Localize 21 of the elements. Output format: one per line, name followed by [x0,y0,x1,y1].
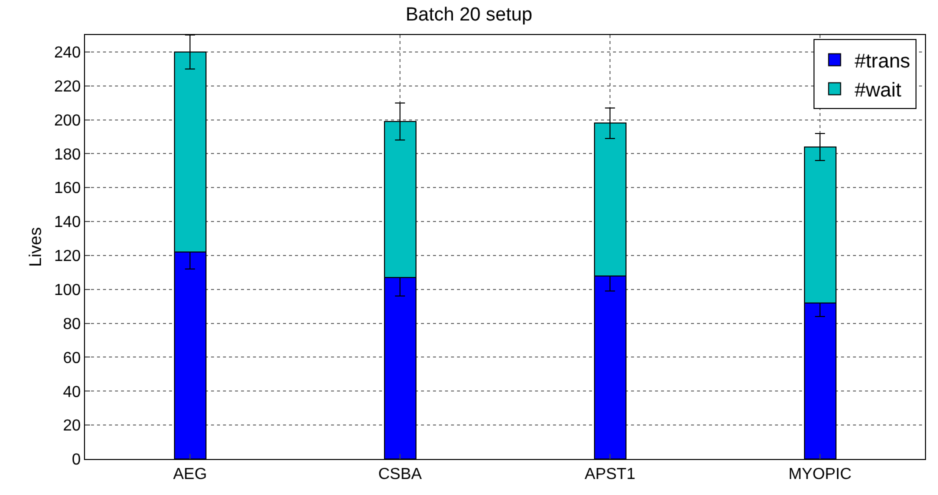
y-tick-label: 60 [63,350,81,367]
y-tick-label: 200 [54,112,81,130]
chart-title: Batch 20 setup [406,4,532,26]
y-tick-label: 120 [54,248,81,266]
y-tick-label: 20 [63,418,81,435]
x-tick-label: APST1 [584,466,636,484]
y-tick-label: 100 [54,282,81,299]
y-tick-label: 80 [63,316,81,333]
x-tick-label: AEG [173,466,207,484]
legend-label: #trans [854,50,910,73]
y-tick-label: 140 [54,214,81,232]
legend-label: #wait [854,80,902,102]
y-tick-label: 160 [54,180,81,198]
y-tick-label: 0 [72,452,81,469]
y-tick-label: 180 [54,146,81,164]
y-tick-label: 240 [54,44,81,62]
x-tick-label: MYOPIC [788,466,852,484]
x-tick-label: CSBA [378,466,422,484]
y-tick-label: 40 [63,384,81,401]
y-tick-label: 220 [54,78,81,96]
y-axis-title: Lives [26,227,45,267]
